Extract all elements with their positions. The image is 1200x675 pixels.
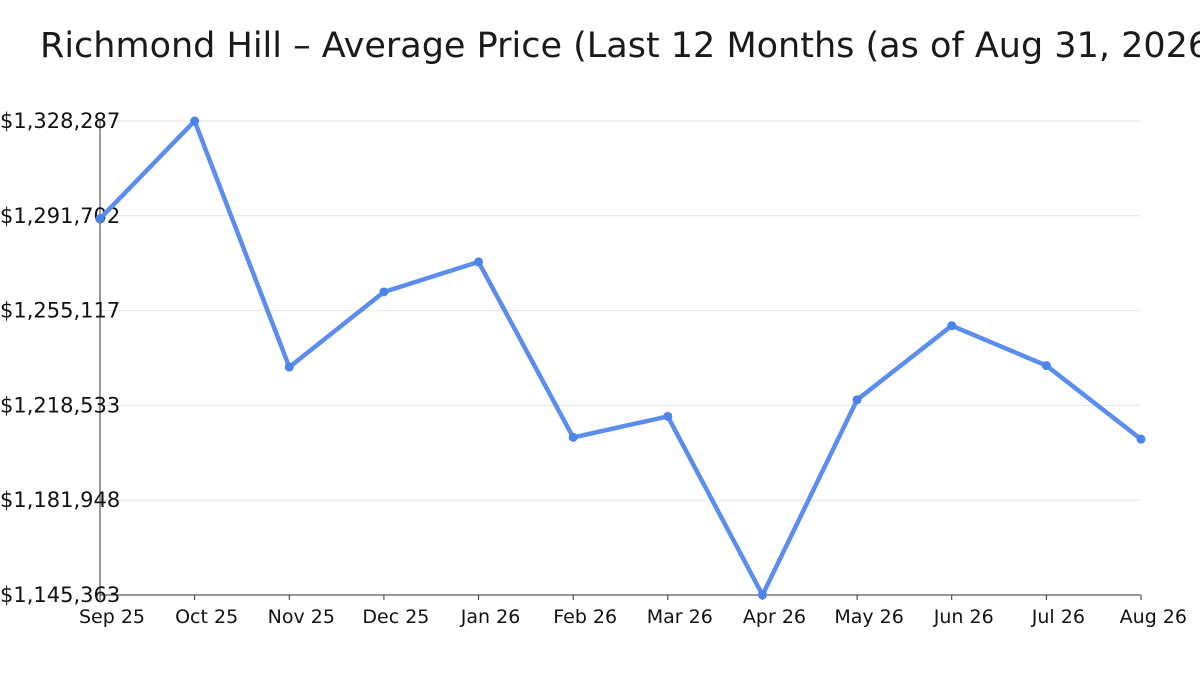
x-tick-label: Nov 25	[268, 606, 335, 628]
x-tick-label: Jul 26	[1031, 606, 1085, 628]
x-tick-label: Mar 26	[647, 606, 713, 628]
data-point	[1136, 434, 1146, 444]
x-tick-label: Jan 26	[460, 606, 521, 628]
x-axis-tick-labels: Sep 25 Oct 25 Nov 25 Dec 25 Jan 26 Feb 26 Mar …	[79, 606, 1187, 628]
data-point	[1041, 361, 1051, 371]
data-point	[757, 590, 767, 600]
series-line	[97, 118, 1144, 598]
y-tick-label: $1,218,533	[0, 393, 120, 417]
x-tick-label: Dec 25	[362, 606, 429, 628]
data-point	[663, 411, 673, 421]
data-point	[379, 287, 389, 297]
y-tick-label: $1,255,117	[0, 299, 120, 323]
chart-title: Richmond Hill – Average Price (Last 12 M…	[40, 26, 1200, 66]
x-tick-label: Sep 25	[79, 606, 145, 628]
x-tick-label: Feb 26	[553, 606, 617, 628]
x-tick-label: May 26	[834, 606, 904, 628]
y-axis-tick-labels: $1,145,363 $1,181,948 $1,218,533 $1,255,117…	[0, 109, 120, 607]
gridlines	[100, 120, 1141, 501]
data-point	[474, 257, 484, 267]
y-tick-label: $1,181,948	[0, 488, 120, 512]
data-point	[852, 395, 862, 405]
data-point	[568, 432, 578, 442]
data-point	[190, 116, 200, 126]
x-tick-label: Oct 25	[175, 606, 238, 628]
x-tick-label: Apr 26	[743, 606, 806, 628]
data-point	[95, 214, 105, 224]
data-point	[284, 362, 294, 372]
y-tick-label: $1,328,287	[0, 109, 120, 133]
x-tick-label: Jun 26	[933, 606, 994, 628]
series-layer	[95, 116, 1146, 600]
data-point	[947, 321, 957, 331]
x-tick-label: Aug 26	[1120, 606, 1187, 628]
axes	[99, 119, 1142, 600]
y-tick-label: $1,145,363	[0, 583, 120, 607]
